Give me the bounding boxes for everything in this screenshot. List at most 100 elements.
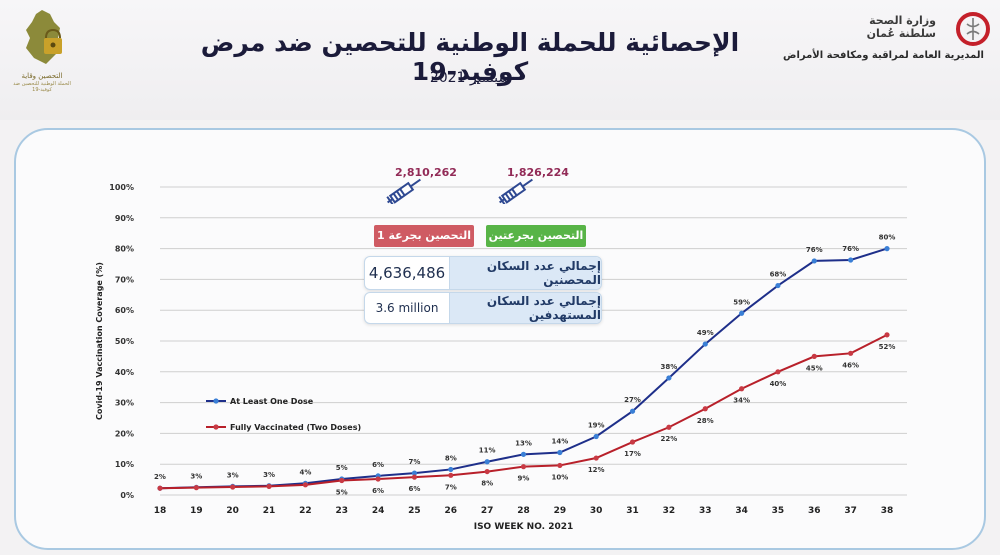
- x-tick-label: 37: [844, 506, 857, 516]
- data-label: 6%: [409, 485, 421, 493]
- data-point: [775, 282, 781, 289]
- target-population-value: 3.6 million: [365, 293, 450, 323]
- campaign-logo-subcaption: الحملة الوطنية للتحصين ضد كوفيد-19: [13, 81, 71, 93]
- one-dose-bubble: 2,810,262: [386, 144, 464, 220]
- data-point: [448, 472, 454, 478]
- data-label: 9%: [518, 475, 530, 483]
- legend-label: Fully Vaccinated (Two Doses): [230, 423, 361, 432]
- x-tick-label: 25: [408, 506, 421, 516]
- data-point: [593, 455, 599, 461]
- data-label: 4%: [299, 468, 311, 476]
- data-point: [629, 439, 636, 445]
- data-label: 12%: [588, 466, 605, 474]
- x-tick-label: 27: [481, 506, 494, 516]
- x-tick-label: 33: [699, 506, 712, 516]
- data-point: [739, 386, 745, 392]
- syringe-icon: [386, 178, 421, 204]
- y-tick-label: 100%: [109, 183, 134, 192]
- ministry-name: وزارة الصحة: [869, 14, 936, 27]
- data-label: 49%: [697, 329, 714, 337]
- data-point: [811, 258, 817, 264]
- x-tick-label: 22: [299, 506, 312, 516]
- x-tick-label: 18: [154, 506, 167, 516]
- x-tick-label: 36: [808, 506, 821, 516]
- target-population-box: 3.6 million إجمالي عدد السكان المستهدفين: [364, 292, 602, 324]
- data-point: [230, 484, 236, 490]
- data-label: 3%: [190, 472, 202, 480]
- ministry-of-health-emblem: [956, 12, 990, 46]
- x-axis-label: ISO WEEK NO. 2021: [474, 522, 574, 532]
- data-point: [484, 468, 490, 475]
- target-population-label: إجمالي عدد السكان المستهدفين: [450, 293, 601, 323]
- data-point: [666, 375, 672, 381]
- total-vaccinated-box: 4,636,486 إجمالي عدد السكان المحصنين: [364, 256, 602, 290]
- oman-map-lock-logo: [26, 10, 62, 64]
- data-label: 10%: [551, 473, 568, 481]
- y-tick-label: 20%: [115, 429, 134, 438]
- page-title: الإحصائية للحملة الوطنية للتحصين ضد مرض …: [200, 28, 740, 86]
- x-tick-label: 38: [881, 506, 894, 516]
- data-point: [884, 246, 890, 252]
- data-label: 27%: [624, 396, 641, 404]
- data-point: [811, 353, 817, 359]
- total-vaccinated-value: 4,636,486: [365, 257, 450, 289]
- page-subtitle: سبتمبر 2021: [429, 70, 511, 86]
- ministry-block: وزارة الصحة سلطنة عُمان المديرية العامة …: [744, 14, 984, 61]
- data-point: [557, 449, 563, 456]
- data-label: 46%: [842, 361, 859, 369]
- syringe-icon: [498, 178, 533, 204]
- data-point: [593, 433, 599, 440]
- data-label: 8%: [445, 454, 457, 462]
- legend-marker: [213, 424, 219, 430]
- y-tick-label: 40%: [115, 368, 134, 377]
- y-tick-label: 60%: [115, 306, 134, 315]
- x-tick-label: 23: [335, 506, 348, 516]
- data-label: 2%: [154, 473, 166, 481]
- data-point: [739, 310, 745, 316]
- data-label: 5%: [336, 464, 348, 472]
- data-label: 52%: [879, 343, 896, 351]
- y-tick-label: 10%: [115, 460, 134, 469]
- data-point: [557, 462, 563, 469]
- data-label: 19%: [588, 421, 605, 429]
- campaign-logo-caption: التحصين وقاية: [21, 72, 63, 80]
- data-point: [884, 332, 890, 338]
- data-label: 11%: [479, 447, 496, 455]
- data-point: [702, 406, 708, 412]
- data-label: 76%: [842, 245, 859, 253]
- data-point: [484, 459, 490, 465]
- y-tick-label: 80%: [115, 245, 134, 254]
- x-tick-label: 35: [772, 506, 785, 516]
- x-tick-label: 28: [517, 506, 530, 516]
- one-dose-tag: التحصين بجرعة 1: [374, 225, 474, 247]
- x-tick-label: 20: [226, 506, 239, 516]
- data-point: [375, 476, 381, 482]
- data-point: [448, 466, 454, 473]
- y-axis-label: Covid-19 Vaccination Coverage (%): [95, 262, 104, 420]
- data-label: 14%: [551, 437, 568, 445]
- data-point: [520, 451, 527, 457]
- data-point: [702, 341, 708, 347]
- y-tick-label: 0%: [120, 491, 134, 500]
- data-label: 38%: [661, 363, 678, 371]
- legend-marker: [213, 398, 219, 404]
- y-tick-label: 70%: [115, 275, 134, 284]
- x-tick-label: 21: [263, 506, 276, 516]
- data-label: 45%: [806, 364, 823, 372]
- header-band: [0, 0, 1000, 120]
- data-point: [302, 482, 308, 488]
- x-tick-label: 31: [626, 506, 639, 516]
- total-vaccinated-label: إجمالي عدد السكان المحصنين: [450, 257, 601, 289]
- data-label: 68%: [770, 271, 787, 279]
- data-label: 6%: [372, 487, 384, 495]
- data-point: [848, 257, 854, 263]
- data-point: [520, 464, 527, 470]
- y-tick-label: 90%: [115, 214, 134, 223]
- data-label: 34%: [733, 397, 750, 405]
- x-tick-label: 34: [735, 506, 748, 516]
- x-tick-label: 32: [663, 506, 676, 516]
- data-label: 40%: [770, 380, 787, 388]
- data-point: [411, 474, 418, 480]
- data-label: 22%: [661, 435, 678, 443]
